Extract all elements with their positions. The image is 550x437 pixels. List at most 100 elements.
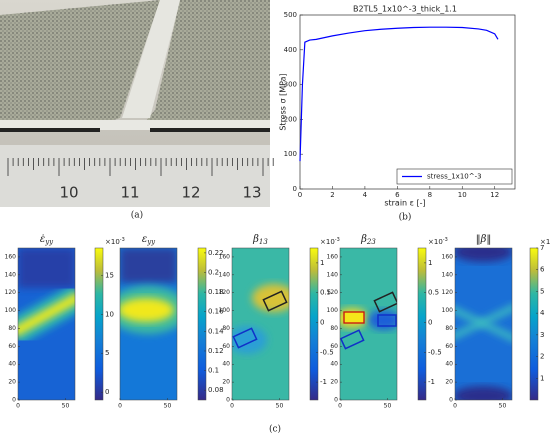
colorbar-label: 0.16 — [208, 308, 224, 316]
y-tick-label: 120 — [442, 289, 454, 296]
heatmap-frame — [454, 247, 513, 401]
heat-bg — [18, 248, 75, 288]
y-tick-label: 80 — [8, 325, 16, 332]
x-tick-label: 0 — [298, 191, 302, 199]
heat-blob — [368, 310, 397, 330]
ruler-label: 10 — [59, 184, 78, 202]
colorbar-label: 1 — [428, 259, 432, 267]
exponent-power: -3 — [120, 237, 125, 243]
colorbar-label: 0.5 — [428, 289, 439, 297]
x-tick-label: 12 — [490, 191, 499, 199]
y-tick-label: 40 — [222, 361, 230, 368]
y-tick-label: 40 — [330, 361, 338, 368]
x-tick-label: 10 — [458, 191, 467, 199]
panel-title: ‖β‖ — [476, 234, 492, 245]
x-tick-label: 0 — [230, 403, 234, 410]
title-symbol: ‖β‖ — [476, 234, 492, 245]
heatmap — [340, 248, 397, 400]
caption: (c) — [269, 424, 281, 435]
y-tick-label: 60 — [445, 343, 453, 350]
y-tick-label: 60 — [8, 343, 16, 350]
colorbar-label: 0.2 — [208, 269, 219, 277]
heat-bg — [232, 248, 289, 400]
y-tick-label: 0 — [226, 397, 230, 404]
x-axis-label: strain ε [-] — [384, 199, 425, 208]
title-symbol: ε — [142, 234, 147, 245]
x-tick-label: 50 — [276, 403, 284, 410]
colorbar-label: 0.14 — [208, 327, 224, 335]
y-tick-label: 0 — [12, 397, 16, 404]
x-tick-label: 0 — [118, 403, 122, 410]
y-tick-label: 20 — [8, 379, 16, 386]
colorbar-exponent: ×10-3 — [428, 237, 448, 247]
colorbar-label: -0.5 — [320, 348, 334, 356]
y-tick-label: 80 — [445, 325, 453, 332]
heat-band — [18, 293, 75, 336]
colorbar-label: 3 — [540, 331, 544, 339]
y-tick-label: 0 — [293, 185, 297, 193]
colorbar-label: -0.5 — [428, 348, 442, 356]
colorbar-label: 10 — [105, 310, 114, 318]
photo — [0, 0, 274, 207]
colorbar-label: 0.1 — [208, 367, 219, 375]
heatmap — [18, 248, 75, 400]
y-tick-label: 160 — [442, 253, 454, 260]
panel-title: ε̇yy — [40, 234, 54, 247]
y-tick-label: 20 — [330, 379, 338, 386]
x-tick-label: 50 — [499, 403, 507, 410]
exponent-base: ×10 — [540, 238, 550, 246]
y-tick-label: 40 — [8, 361, 16, 368]
y-tick-label: 400 — [284, 46, 297, 54]
legend-label: stress_1x10^-3 — [427, 173, 482, 181]
ruler-label: 11 — [120, 184, 139, 202]
colorbar — [94, 247, 104, 401]
colorbar-label: 2 — [540, 353, 544, 361]
title-subscript: 13 — [259, 238, 268, 246]
colorbar-label: 6 — [540, 266, 545, 274]
heat-blob — [455, 386, 512, 400]
panel-title: εyy — [142, 234, 156, 247]
colorbar-label: 7 — [540, 244, 544, 252]
heatmap-frame — [339, 247, 398, 401]
y-tick-label: 140 — [327, 271, 339, 278]
y-axis-label: Stress σ [MPa] — [279, 73, 288, 130]
x-tick-label: 4 — [363, 191, 368, 199]
y-tick-label: 100 — [442, 307, 454, 314]
x-tick-label: 0 — [338, 403, 342, 410]
exponent-power: -3 — [335, 237, 340, 243]
colorbar-label: 15 — [105, 271, 114, 279]
colorbar-label: 0.22 — [208, 249, 224, 257]
heat-bg — [120, 248, 177, 283]
colorbar-label: 5 — [540, 287, 544, 295]
y-tick-label: 100 — [327, 307, 339, 314]
y-tick-label: 80 — [222, 325, 230, 332]
y-tick-label: 80 — [330, 325, 338, 332]
colorbar — [197, 247, 207, 401]
colorbar — [417, 247, 427, 401]
line — [299, 26, 499, 162]
y-tick-label: 120 — [327, 289, 339, 296]
heatmap — [455, 248, 512, 400]
y-tick-label: 160 — [5, 253, 17, 260]
heatmap — [120, 248, 177, 400]
box — [343, 311, 365, 324]
y-tick-label: 0 — [449, 397, 453, 404]
y-tick-label: 500 — [284, 11, 297, 19]
y-tick-label: 160 — [219, 253, 231, 260]
heat-blob — [120, 298, 174, 322]
colorbar-label: 5 — [105, 349, 109, 357]
heat-band — [455, 307, 512, 341]
y-tick-label: 120 — [5, 289, 17, 296]
heatmap-frame — [17, 247, 76, 401]
ruler-label: 12 — [181, 184, 200, 202]
colorbar-label: 0 — [428, 319, 432, 327]
colorbar-label: 1 — [540, 374, 544, 382]
y-tick-label: 140 — [442, 271, 454, 278]
title-symbol: β — [252, 234, 259, 245]
x-tick-label: 2 — [330, 191, 334, 199]
title-symbol: β — [360, 234, 367, 245]
heatmap-frame — [119, 247, 178, 401]
colorbar-label: 4 — [540, 309, 545, 317]
y-tick-label: 140 — [219, 271, 231, 278]
